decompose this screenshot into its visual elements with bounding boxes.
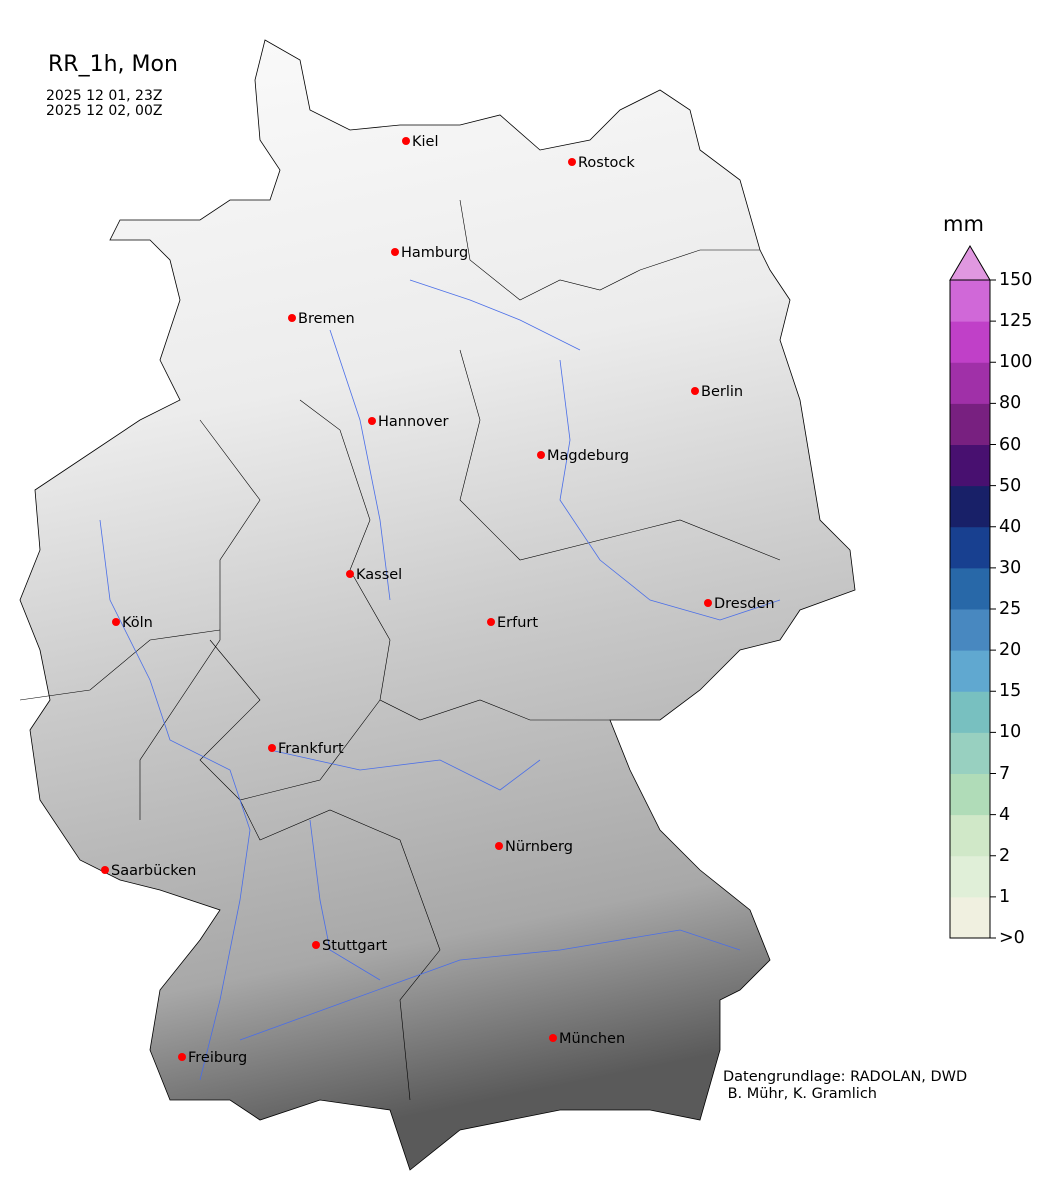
city-label: Köln <box>122 615 153 631</box>
colorbar-extend-arrow <box>949 245 991 281</box>
colorbar-tick-label: 10 <box>999 722 1022 743</box>
map-title: RR_1h, Mon <box>48 52 178 77</box>
colorbar-segment <box>950 732 990 774</box>
colorbar-segment <box>950 403 990 445</box>
city-marker <box>391 248 399 256</box>
city-label: Saarbücken <box>111 863 196 879</box>
city-label: Frankfurt <box>278 741 344 757</box>
colorbar-tick-label: 2 <box>999 845 1011 866</box>
colorbar-segment <box>950 855 990 898</box>
colorbar-segment <box>950 691 990 733</box>
city-marker <box>568 158 576 166</box>
city-label: München <box>559 1031 625 1047</box>
city-label: Hamburg <box>401 245 468 261</box>
colorbar-segment <box>950 650 990 692</box>
credit-source: Datengrundlage: RADOLAN, DWD <box>723 1069 968 1085</box>
city-marker <box>288 314 296 322</box>
city-label: Rostock <box>578 155 635 171</box>
city-marker <box>549 1034 557 1042</box>
city-label: Dresden <box>714 596 775 612</box>
colorbar-tick-label: 30 <box>999 557 1022 578</box>
colorbar-tick-label: 4 <box>999 804 1011 825</box>
city-label: Kassel <box>356 567 402 583</box>
colorbar-unit: mm <box>943 212 984 236</box>
colorbar <box>949 245 996 939</box>
colorbar-segment <box>950 896 990 939</box>
city-label: Magdeburg <box>547 448 629 464</box>
colorbar-segment <box>950 526 990 569</box>
city-marker <box>178 1053 186 1061</box>
colorbar-tick-label: 100 <box>999 352 1033 373</box>
period-start: 2025 12 01, 23Z <box>46 88 163 104</box>
city-marker <box>495 842 503 850</box>
city-label: Bremen <box>298 311 355 327</box>
colorbar-segment <box>950 773 990 816</box>
colorbar-tick-label: 80 <box>999 393 1022 414</box>
colorbar-segment <box>950 567 990 610</box>
credit-authors: B. Mühr, K. Gramlich <box>723 1086 877 1102</box>
rivers <box>99 279 781 1081</box>
colorbar-tick-label: 60 <box>999 434 1022 455</box>
city-markers: Kiel Rostock Hamburg Bremen Berlin Hannover Ma… <box>101 134 775 1066</box>
colorbar-tick-label: 150 <box>999 270 1033 290</box>
colorbar-segment <box>950 362 990 404</box>
state-borders <box>19 199 781 1101</box>
city-label: Erfurt <box>497 615 538 631</box>
colorbar-tick-label: 25 <box>999 599 1022 619</box>
colorbar-tick-label: >0 <box>999 928 1025 948</box>
city-marker <box>312 941 320 949</box>
city-marker <box>402 137 410 145</box>
colorbar-tick-label: 125 <box>999 311 1033 332</box>
colorbar-tick-label: 7 <box>999 763 1011 784</box>
city-label: Berlin <box>701 384 743 400</box>
city-label: Kiel <box>412 134 439 150</box>
city-label: Hannover <box>378 414 449 430</box>
colorbar-segment <box>950 321 990 363</box>
city-label: Stuttgart <box>322 938 388 954</box>
colorbar-tick-label: 15 <box>999 681 1022 702</box>
colorbar-tick-label: 1 <box>999 886 1011 907</box>
data-credit: Datengrundlage: RADOLAN, DWD B. Mühr, K.… <box>723 1069 967 1103</box>
germany-outline <box>19 39 856 1171</box>
city-marker <box>537 451 545 459</box>
city-marker <box>691 387 699 395</box>
city-label: Nürnberg <box>505 839 573 855</box>
colorbar-segment <box>950 444 990 487</box>
colorbar-segment <box>950 485 990 528</box>
city-label: Freiburg <box>188 1050 247 1066</box>
colorbar-segment <box>950 280 990 322</box>
colorbar-segment <box>950 814 990 857</box>
colorbar-segment <box>950 609 990 651</box>
city-marker <box>268 744 276 752</box>
colorbar-tick-label: 50 <box>999 475 1022 496</box>
city-marker <box>346 570 354 578</box>
city-marker <box>112 618 120 626</box>
city-marker <box>487 618 495 626</box>
city-marker <box>101 866 109 874</box>
colorbar-tick-label: 20 <box>999 640 1022 661</box>
colorbar-tick-label: 40 <box>999 516 1022 537</box>
city-marker <box>704 599 712 607</box>
period-end: 2025 12 02, 00Z <box>46 103 163 119</box>
city-marker <box>368 417 376 425</box>
